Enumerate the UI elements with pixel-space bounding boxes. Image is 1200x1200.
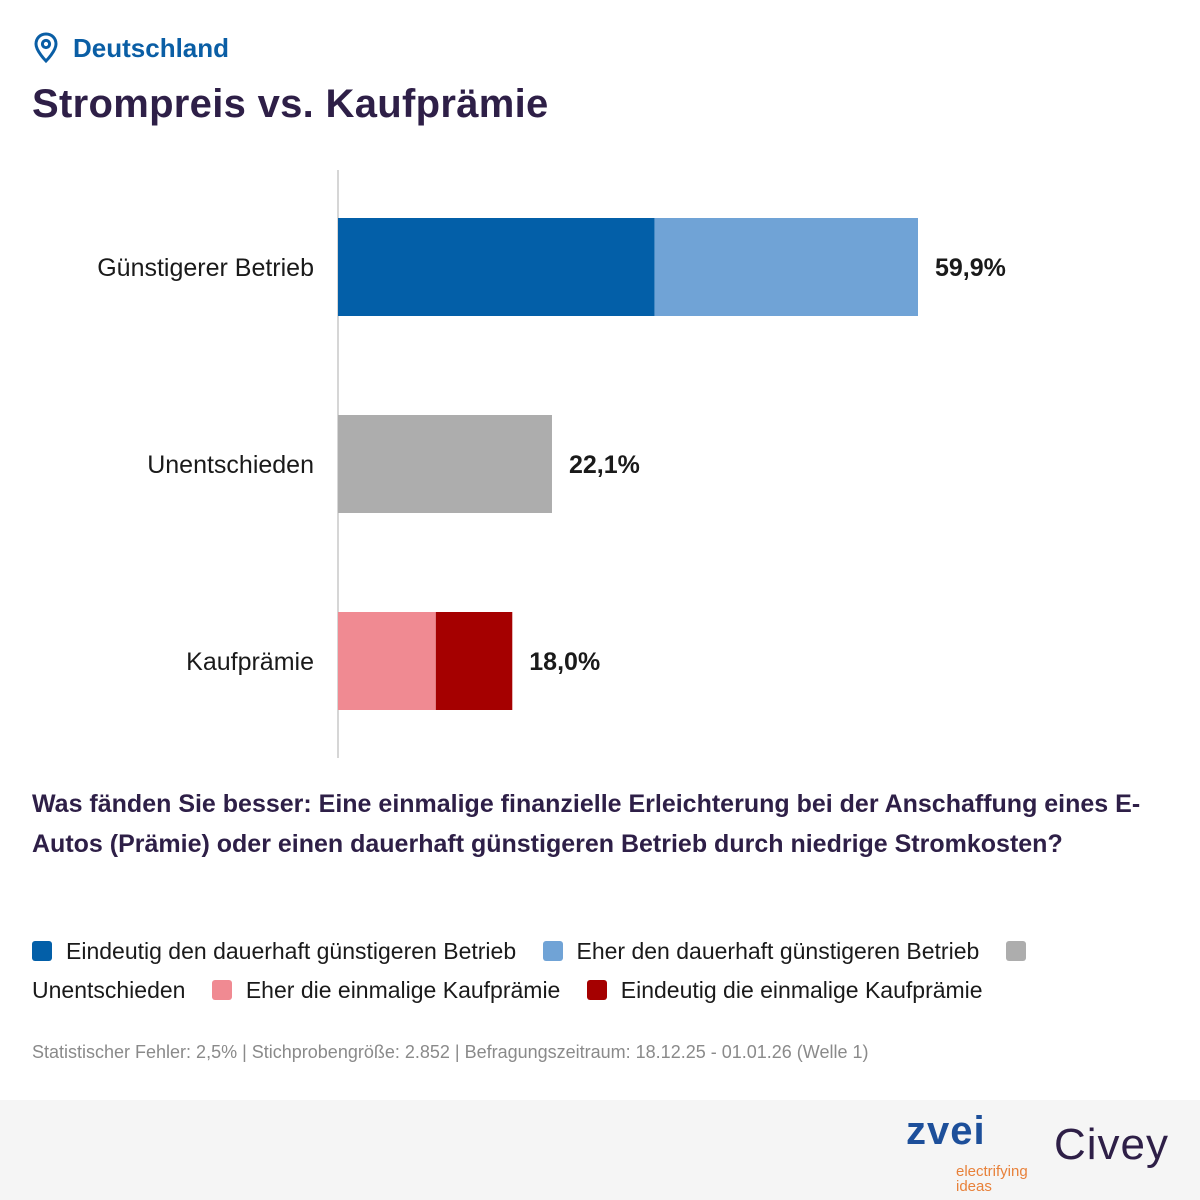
bar-chart: Günstigerer Betrieb 59,9% Unentschieden 22,… bbox=[97, 170, 1006, 758]
legend-item: Unentschieden bbox=[32, 938, 1040, 1003]
survey-question: Was fänden Sie besser: Eine einmalige fi… bbox=[32, 790, 1141, 858]
category-label: Günstigerer Betrieb bbox=[97, 254, 314, 282]
legend-swatch bbox=[542, 941, 563, 961]
legend: Eindeutig den dauerhaft günstigeren Betr… bbox=[32, 932, 1172, 1010]
survey-meta: Statistischer Fehler: 2,5% | Stichproben… bbox=[32, 1042, 869, 1062]
legend-swatch bbox=[211, 980, 232, 1000]
zvei-wordmark: zvei bbox=[906, 1109, 986, 1153]
location-pin-icon bbox=[34, 32, 58, 64]
legend-swatch bbox=[586, 980, 607, 1000]
category-label: Kaufprämie bbox=[186, 648, 314, 676]
legend-swatch bbox=[32, 941, 52, 961]
bar-segment bbox=[338, 415, 552, 513]
chart-title: Strompreis vs. Kaufprämie bbox=[32, 82, 549, 126]
bar-segment bbox=[654, 218, 918, 316]
category-label: Unentschieden bbox=[147, 451, 314, 479]
bar-total-label: 22,1% bbox=[569, 451, 640, 479]
location-header: Deutschland bbox=[33, 32, 229, 64]
legend-item: Eindeutig die einmalige Kaufprämie bbox=[586, 977, 983, 1003]
civey-logo: Civey bbox=[1054, 1120, 1170, 1169]
bar-segment bbox=[338, 612, 436, 710]
legend-label: Eher den dauerhaft günstigeren Betrieb bbox=[576, 938, 980, 964]
bar-segment bbox=[435, 612, 513, 710]
footer: zvei electrifying ideas Civey bbox=[0, 1100, 1200, 1200]
legend-item: Eindeutig den dauerhaft günstigeren Betr… bbox=[32, 938, 516, 964]
legend-item: Eher die einmalige Kaufprämie bbox=[211, 977, 561, 1003]
legend-label: Eher die einmalige Kaufprämie bbox=[245, 977, 561, 1003]
location-label: Deutschland bbox=[73, 32, 230, 63]
legend-label: Unentschieden bbox=[32, 977, 186, 1003]
legend-label: Eindeutig den dauerhaft günstigeren Betr… bbox=[66, 938, 517, 964]
legend-swatch bbox=[1005, 941, 1026, 961]
bar-segment bbox=[338, 218, 655, 316]
zvei-tagline: electrifying ideas bbox=[956, 1163, 1028, 1195]
legend-label: Eindeutig die einmalige Kaufprämie bbox=[620, 977, 983, 1003]
bars-group: Günstigerer Betrieb 59,9% Unentschieden 22,… bbox=[97, 218, 1006, 710]
bar-total-label: 18,0% bbox=[529, 648, 600, 676]
bar-total-label: 59,9% bbox=[935, 254, 1006, 282]
zvei-logo: zvei electrifying ideas bbox=[906, 1109, 1028, 1194]
legend-item: Eher den dauerhaft günstigeren Betrieb bbox=[542, 938, 980, 964]
